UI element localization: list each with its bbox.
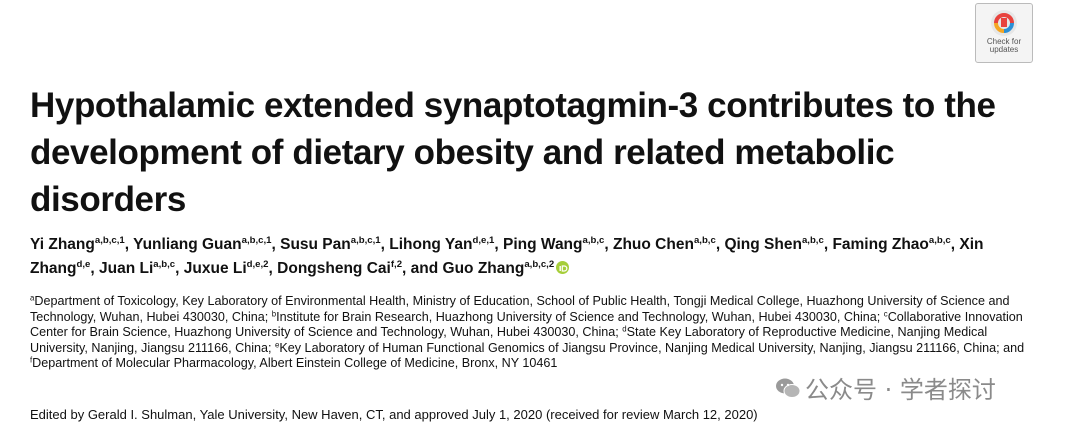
author-affil-marks: a,b,c: [582, 235, 605, 247]
affiliation-mark: a: [30, 293, 35, 303]
author-separator: ,: [823, 236, 833, 253]
author-affil-marks: a,b,c,2: [524, 259, 555, 271]
affiliation-text: Collaborative Innovation Center for Brai…: [30, 309, 1023, 340]
author-name: Faming Zhao: [832, 236, 929, 253]
author-separator: ,: [124, 236, 134, 253]
author-affil-marks: a,b,c,1: [241, 235, 272, 247]
affiliation-mark: b: [271, 308, 277, 318]
author-affil-marks: a,b,c: [693, 235, 716, 247]
author-affil-marks: d,e,2: [246, 259, 269, 271]
author-name: Qing Shen: [724, 236, 802, 253]
author-name: Lihong Yan: [389, 236, 473, 253]
author-affil-marks: d,e,1: [472, 235, 495, 247]
author-affil-marks: a,b,c: [801, 235, 824, 247]
affiliation-text: Institute for Brain Research, Huazhong U…: [276, 309, 884, 324]
author-separator: ,: [380, 236, 390, 253]
author-affil-marks: a,b,c,1: [350, 235, 381, 247]
affiliation-mark: d: [622, 324, 627, 334]
affiliation-mark: e: [275, 340, 280, 350]
author-name: Susu Pan: [280, 236, 351, 253]
orcid-icon[interactable]: [556, 261, 570, 274]
author-affil-marks: a,b,c: [928, 235, 951, 247]
affiliation-text: Key Laboratory of Human Functional Genom…: [279, 340, 1025, 355]
author-separator: ,: [90, 260, 99, 277]
author-separator: ,: [494, 236, 503, 253]
author-name: Juxue Li: [183, 260, 247, 277]
author-separator: ,: [271, 236, 281, 253]
badge-text: Check for updates: [986, 37, 1022, 54]
author-affil-marks: a,b,c,1: [94, 235, 125, 247]
affiliation-text: State Key Laboratory of Reproductive Med…: [30, 325, 988, 355]
watermark: 公众号 · 学者探讨: [775, 370, 996, 405]
author-affil-marks: d,e: [76, 259, 91, 271]
article-title: Hypothalamic extended synaptotagmin-3 co…: [30, 86, 996, 219]
author-separator: ,: [604, 236, 613, 253]
author-name: Guo Zhang: [442, 260, 525, 277]
author-separator: , and: [402, 260, 443, 277]
author-affil-marks: f,2: [390, 259, 403, 271]
wechat-icon: [776, 378, 801, 398]
author-name: Zhuo Chen: [613, 236, 694, 253]
author-affil-marks: a,b,c: [153, 259, 176, 271]
affiliation-text: Department of Molecular Pharmacology, Al…: [32, 356, 558, 371]
author-list: Yi Zhanga,b,c,1, Yunliang Guana,b,c,1, S…: [30, 233, 1040, 281]
affiliations: aDepartment of Toxicology, Key Laborator…: [30, 294, 1030, 372]
affiliation-mark: f: [30, 355, 33, 365]
author-name: Yunliang Guan: [133, 236, 242, 253]
author-separator: ,: [268, 260, 278, 277]
check-updates-badge[interactable]: Check for updates: [975, 3, 1033, 63]
author-name: Yi Zhang: [30, 236, 95, 253]
affiliation-mark: c: [883, 308, 888, 318]
author-separator: ,: [175, 260, 184, 277]
author-name: Dongsheng Cai: [277, 260, 391, 277]
affiliation-text: Department of Toxicology, Key Laboratory…: [30, 294, 1010, 324]
author-separator: ,: [715, 236, 725, 253]
watermark-text: 公众号 · 学者探讨: [805, 376, 996, 404]
author-separator: ,: [950, 236, 960, 253]
author-name: Xin Zhang: [30, 236, 984, 277]
badge-icon: [991, 10, 1017, 36]
author-name: Juan Li: [99, 260, 154, 277]
edited-by: Edited by Gerald I. Shulman, Yale Univer…: [30, 407, 758, 422]
author-name: Ping Wang: [503, 236, 583, 253]
